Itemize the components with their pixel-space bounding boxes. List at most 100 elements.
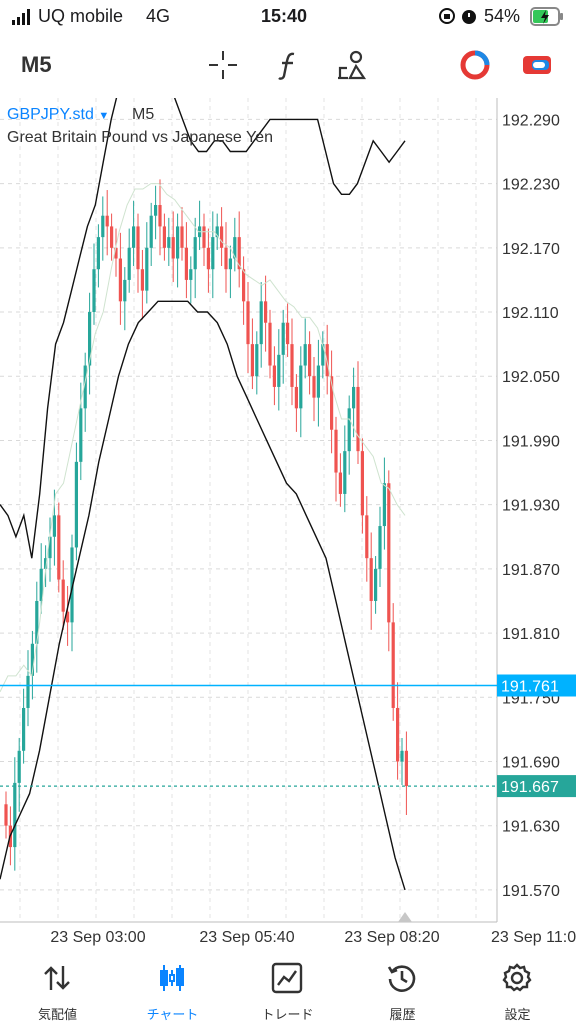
candle-body: [44, 558, 48, 569]
tab-trade[interactable]: トレード: [230, 952, 345, 1024]
y-tick-label: 192.230: [502, 177, 560, 194]
candle-body: [396, 707, 400, 762]
candle-body: [228, 258, 232, 270]
timeframe-button[interactable]: M5: [21, 52, 52, 77]
chart-area[interactable]: 192.290 192.230 192.170 192.110 192.050 191.9…: [0, 98, 576, 952]
y-tick-label: 192.110: [502, 305, 559, 322]
time-label: 15:40: [261, 6, 308, 26]
y-tick-label: 192.050: [502, 369, 560, 386]
tab-history[interactable]: 履歴: [345, 952, 460, 1024]
toolbar: M5: [0, 34, 576, 98]
candle-body: [167, 237, 171, 248]
carrier-label: UQ mobile: [38, 6, 124, 26]
tab-bar: 気配値 チャート トレード 履歴: [0, 952, 576, 1024]
candle-body: [374, 568, 378, 601]
candle-body: [193, 237, 197, 270]
ask-price-label: 191.761: [501, 679, 559, 696]
quotes-icon: [44, 966, 70, 990]
candle-body: [343, 451, 347, 494]
candle-body: [176, 226, 180, 259]
candle-body: [312, 376, 316, 398]
symbol-arrow[interactable]: ▼: [98, 110, 110, 122]
ask-price-box: [497, 674, 576, 697]
candle-body: [255, 344, 259, 377]
candle-body: [83, 365, 87, 409]
signal-bars: [12, 9, 30, 25]
x-tick-label: 23 Sep 05:40: [199, 929, 294, 946]
tab-chart[interactable]: チャート: [115, 952, 230, 1024]
candle-body: [281, 322, 285, 355]
bid-price-label: 191.667: [501, 779, 559, 796]
candle-body: [189, 269, 193, 280]
symbol-name[interactable]: GBPJPY.std ▼: [7, 106, 110, 123]
function-icon: [278, 52, 295, 80]
price-chart[interactable]: 192.290 192.230 192.170 192.110 192.050 191.9…: [0, 98, 576, 952]
candle-body: [132, 226, 136, 248]
tab-quotes[interactable]: 気配値: [0, 952, 115, 1024]
crosshair-button[interactable]: [206, 48, 240, 82]
candle-body: [127, 247, 131, 280]
tab-settings[interactable]: 設定: [460, 952, 575, 1024]
status-bar: UQ mobile 4G 15:40 54%: [0, 0, 576, 34]
candle-body: [237, 237, 241, 270]
candle-body: [101, 215, 105, 238]
bid-price-box: [497, 775, 576, 798]
candle-body: [400, 750, 404, 762]
candle-body: [26, 675, 30, 708]
candle-body: [48, 536, 52, 559]
candle-body: [290, 344, 294, 387]
y-tick-label: 191.990: [502, 433, 560, 450]
candle-body: [180, 226, 184, 248]
candle-body: [114, 247, 118, 259]
candle-body: [277, 354, 281, 387]
candle-body: [118, 258, 122, 302]
candle-body: [88, 312, 92, 366]
chart-timeframe: M5: [132, 106, 155, 123]
candle-body: [303, 344, 307, 366]
candle-body: [220, 226, 224, 248]
candle-body: [154, 205, 158, 216]
candle-body: [92, 269, 96, 313]
candle-body: [140, 269, 144, 291]
signal-icon: [12, 9, 32, 30]
candle-body: [308, 344, 312, 377]
indicators-button[interactable]: [272, 48, 306, 82]
alarm-icon: [460, 7, 478, 30]
candle-body: [13, 782, 17, 848]
candle-body: [387, 483, 391, 623]
candle-body: [110, 226, 114, 248]
candle-body: [52, 515, 56, 537]
candle-body: [294, 386, 298, 409]
y-tick-label: 191.570: [502, 883, 560, 900]
candle-body: [272, 365, 276, 387]
y-tick-label: 192.170: [502, 241, 560, 258]
candle-body: [96, 237, 100, 270]
candle-body: [211, 237, 215, 270]
candle-body: [330, 376, 334, 430]
x-tick-label: 23 Sep 03:00: [50, 929, 145, 946]
candle-body: [268, 322, 272, 366]
candle-body: [17, 750, 21, 783]
upper-band: [0, 98, 406, 559]
candle-body: [286, 322, 290, 345]
candle-body: [57, 515, 61, 580]
candle-body: [404, 750, 408, 787]
candle-body: [360, 451, 364, 516]
y-tick-label: 191.630: [502, 819, 560, 836]
trade-tab-icon: [271, 962, 303, 994]
candle-body: [215, 226, 219, 238]
candle-body: [158, 205, 162, 227]
chart-icon: [160, 965, 184, 991]
candle-body: [4, 804, 8, 826]
account-button[interactable]: [520, 48, 554, 82]
objects-button[interactable]: [336, 48, 370, 82]
trade-button[interactable]: [458, 48, 492, 82]
objects-icon: [338, 50, 367, 80]
candle-body: [66, 611, 70, 623]
candle-body: [39, 568, 43, 601]
trade-icon: [460, 50, 490, 80]
tab-quotes-label: 気配値: [37, 1007, 77, 1022]
candle-body: [316, 365, 320, 398]
candle-body: [356, 386, 360, 452]
candle-body: [259, 301, 263, 345]
